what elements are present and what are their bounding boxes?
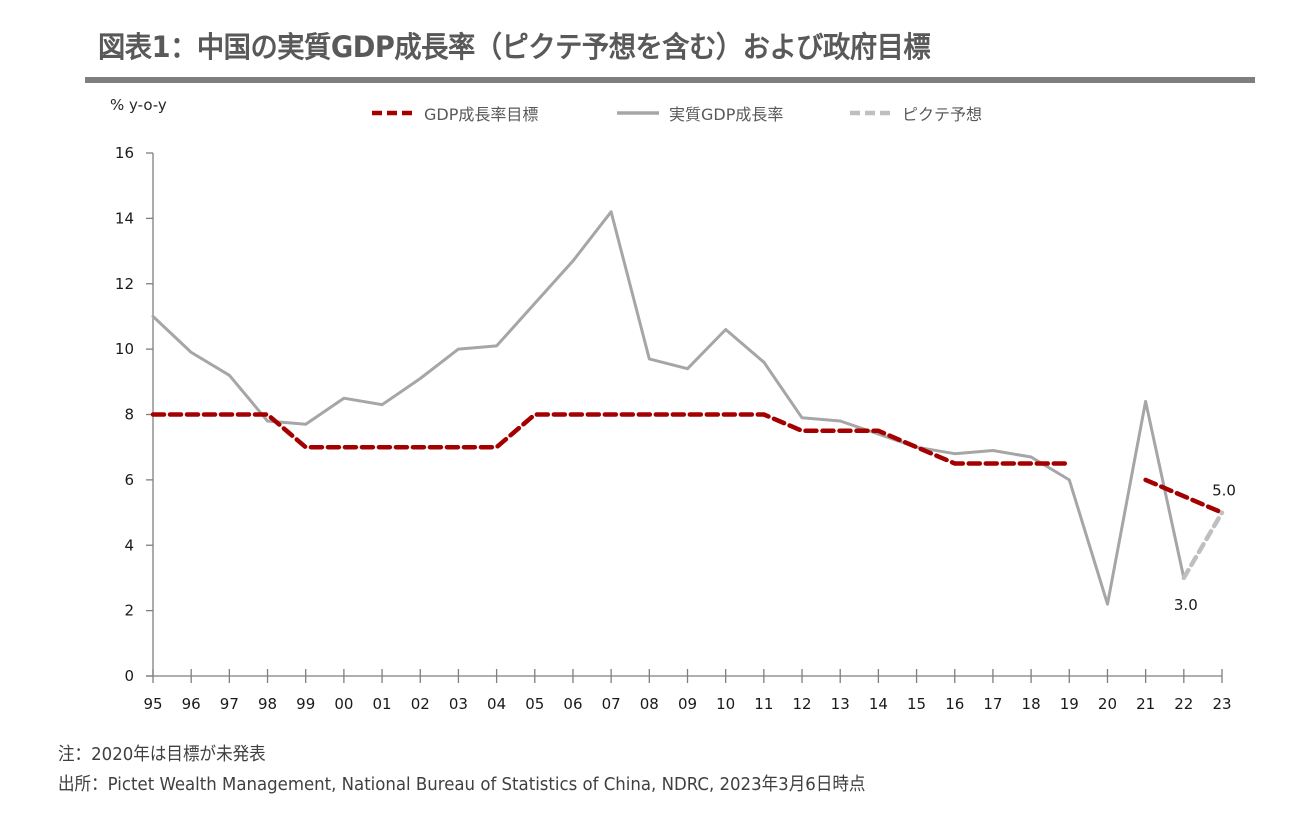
footnote: 注：2020年は目標が未発表 — [58, 744, 266, 765]
x-tick-label: 19 — [1060, 695, 1079, 713]
x-tick-label: 97 — [220, 695, 239, 713]
real-gdp-line — [151, 210, 1186, 606]
y-tick-label: 4 — [124, 536, 134, 554]
y-tick-label: 2 — [124, 602, 134, 620]
data-label: 5.0 — [1212, 482, 1236, 500]
legend-item-target: GDP成長率目標 — [370, 102, 538, 124]
y-tick-label: 6 — [124, 471, 134, 489]
x-tick-label: 21 — [1136, 695, 1155, 713]
data-label: 3.0 — [1174, 596, 1198, 614]
x-tick-label: 12 — [792, 695, 811, 713]
x-tick-label: 95 — [143, 695, 162, 713]
x-tick-label: 00 — [334, 695, 353, 713]
source-note: 出所：Pictet Wealth Management, National Bu… — [58, 774, 866, 795]
legend-item-real: 実質GDP成長率 — [615, 102, 783, 124]
forecast-line — [1181, 510, 1225, 581]
y-tick-label: 14 — [115, 209, 134, 227]
legend-label-target: GDP成長率目標 — [424, 105, 539, 124]
x-tick-label: 11 — [754, 695, 773, 713]
x-tick-label: 23 — [1212, 695, 1231, 713]
chart-title: 図表1：中国の実質GDP成長率（ピクテ予想を含む）および政府目標 — [98, 30, 931, 64]
x-tick-label: 17 — [983, 695, 1002, 713]
legend-label-real: 実質GDP成長率 — [669, 105, 784, 124]
title-divider — [85, 77, 1255, 83]
x-tick-label: 10 — [716, 695, 735, 713]
legend-label-forecast: ピクテ予想 — [902, 105, 983, 124]
x-tick-label: 16 — [945, 695, 964, 713]
x-tick-label: 99 — [296, 695, 315, 713]
legend-swatch-target — [370, 102, 414, 124]
x-tick-label: 07 — [602, 695, 621, 713]
y-tick-label: 8 — [124, 406, 134, 424]
legend-swatch-real — [615, 102, 659, 124]
target-line — [150, 412, 1072, 466]
target-line — [1143, 477, 1225, 515]
y-axis-unit-label: % y-o-y — [110, 96, 167, 114]
x-tick-label: 06 — [563, 695, 582, 713]
x-tick-label: 03 — [449, 695, 468, 713]
y-tick-label: 10 — [115, 340, 134, 358]
legend-swatch-forecast — [848, 102, 892, 124]
x-tick-label: 15 — [907, 695, 926, 713]
y-tick-label: 0 — [124, 667, 134, 685]
x-tick-label: 01 — [373, 695, 392, 713]
x-tick-label: 20 — [1098, 695, 1117, 713]
x-tick-label: 96 — [182, 695, 201, 713]
x-tick-label: 13 — [831, 695, 850, 713]
legend-item-forecast: ピクテ予想 — [848, 102, 982, 124]
x-tick-label: 98 — [258, 695, 277, 713]
y-tick-label: 12 — [115, 275, 134, 293]
x-tick-label: 04 — [487, 695, 506, 713]
x-tick-label: 18 — [1022, 695, 1041, 713]
y-tick-label: 16 — [115, 144, 134, 162]
x-tick-label: 14 — [869, 695, 888, 713]
x-tick-label: 05 — [525, 695, 544, 713]
x-tick-label: 09 — [678, 695, 697, 713]
x-tick-label: 02 — [411, 695, 430, 713]
x-tick-label: 22 — [1174, 695, 1193, 713]
x-tick-label: 08 — [640, 695, 659, 713]
